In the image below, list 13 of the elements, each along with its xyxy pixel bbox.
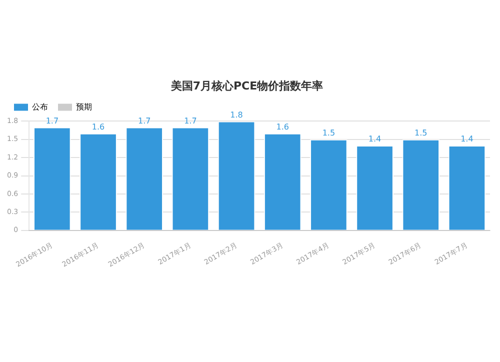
legend-label: 公布 <box>32 102 48 112</box>
chart-title: 美国7月核心PCE物价指数年率 <box>170 79 324 92</box>
data-label: 1.6 <box>276 122 289 132</box>
data-label: 1.7 <box>138 116 151 126</box>
data-label: 1.4 <box>368 134 382 144</box>
data-label: 1.8 <box>230 110 243 120</box>
data-label: 1.7 <box>46 116 59 126</box>
data-label: 1.6 <box>92 122 105 132</box>
data-label: 1.7 <box>184 116 197 126</box>
data-label: 1.5 <box>414 128 428 138</box>
legend-label: 预期 <box>76 102 92 112</box>
data-label: 1.5 <box>322 128 336 138</box>
data-label: 1.4 <box>460 134 474 144</box>
